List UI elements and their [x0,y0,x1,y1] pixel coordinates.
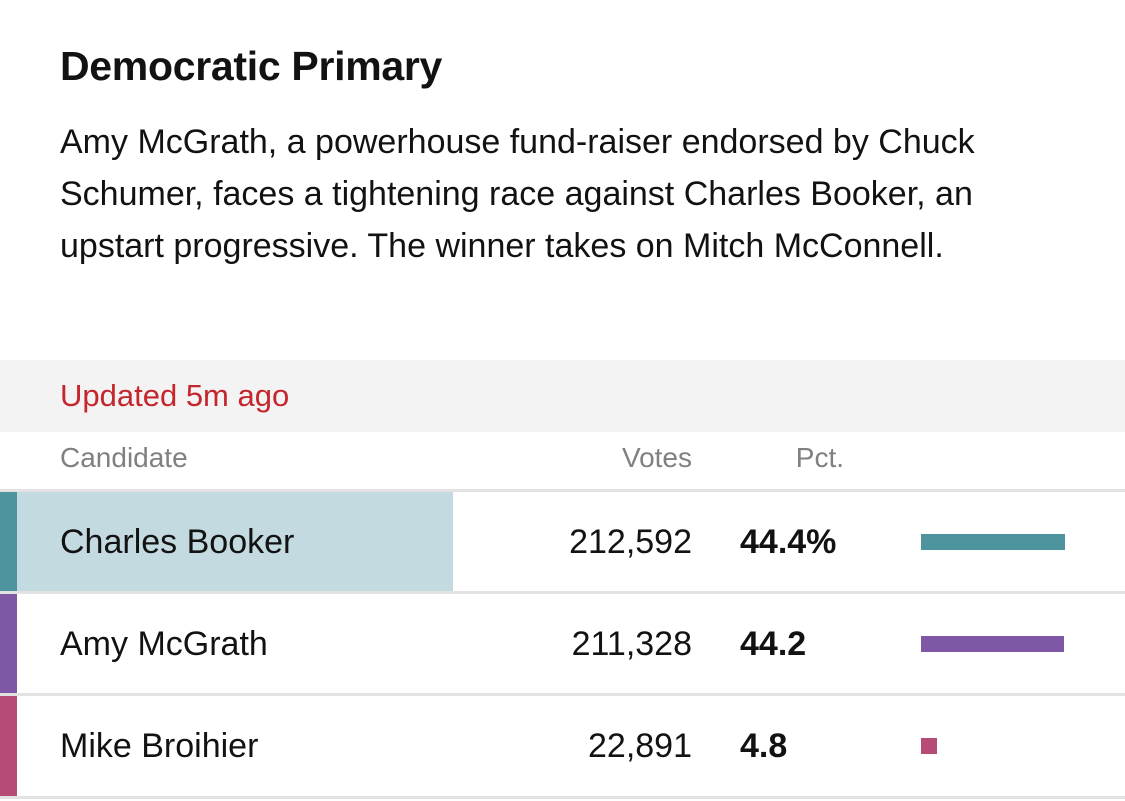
pct-bar [921,738,937,754]
table-row: Amy McGrath 211,328 44.2 [0,591,1125,694]
table-row: Charles Booker 212,592 44.4% [0,489,1125,592]
vote-count: 211,328 [571,625,692,663]
update-bar: Updated 5m ago [0,360,1125,432]
pct-bar-track [921,534,1065,550]
leader-highlight [17,492,453,592]
vote-count: 212,592 [569,523,692,561]
vote-percentage: 4.8 [740,727,788,765]
race-description: Amy McGrath, a powerhouse fund-raiser en… [60,123,975,265]
pct-bar-track [921,738,1065,754]
column-header-votes: Votes [621,442,692,473]
column-header-candidate: Candidate [60,442,188,473]
candidate-color-swatch [0,594,17,694]
candidate-name: Charles Booker [60,523,295,561]
page-title: Democratic Primary [60,43,443,89]
updated-timestamp: Updated 5m ago [60,378,290,413]
vote-percentage: 44.4% [740,523,837,561]
candidate-name: Mike Broihier [60,727,259,765]
table-row: Mike Broihier 22,891 4.8 [0,693,1125,799]
pct-bar-track [921,636,1065,652]
vote-percentage: 44.2 [740,625,807,663]
column-header-pct: Pct. [795,442,844,473]
candidate-name: Amy McGrath [60,625,268,663]
candidate-color-swatch [0,492,17,592]
vote-count: 22,891 [588,727,692,765]
candidate-color-swatch [0,696,17,796]
pct-bar [921,636,1064,652]
pct-bar [921,534,1065,550]
